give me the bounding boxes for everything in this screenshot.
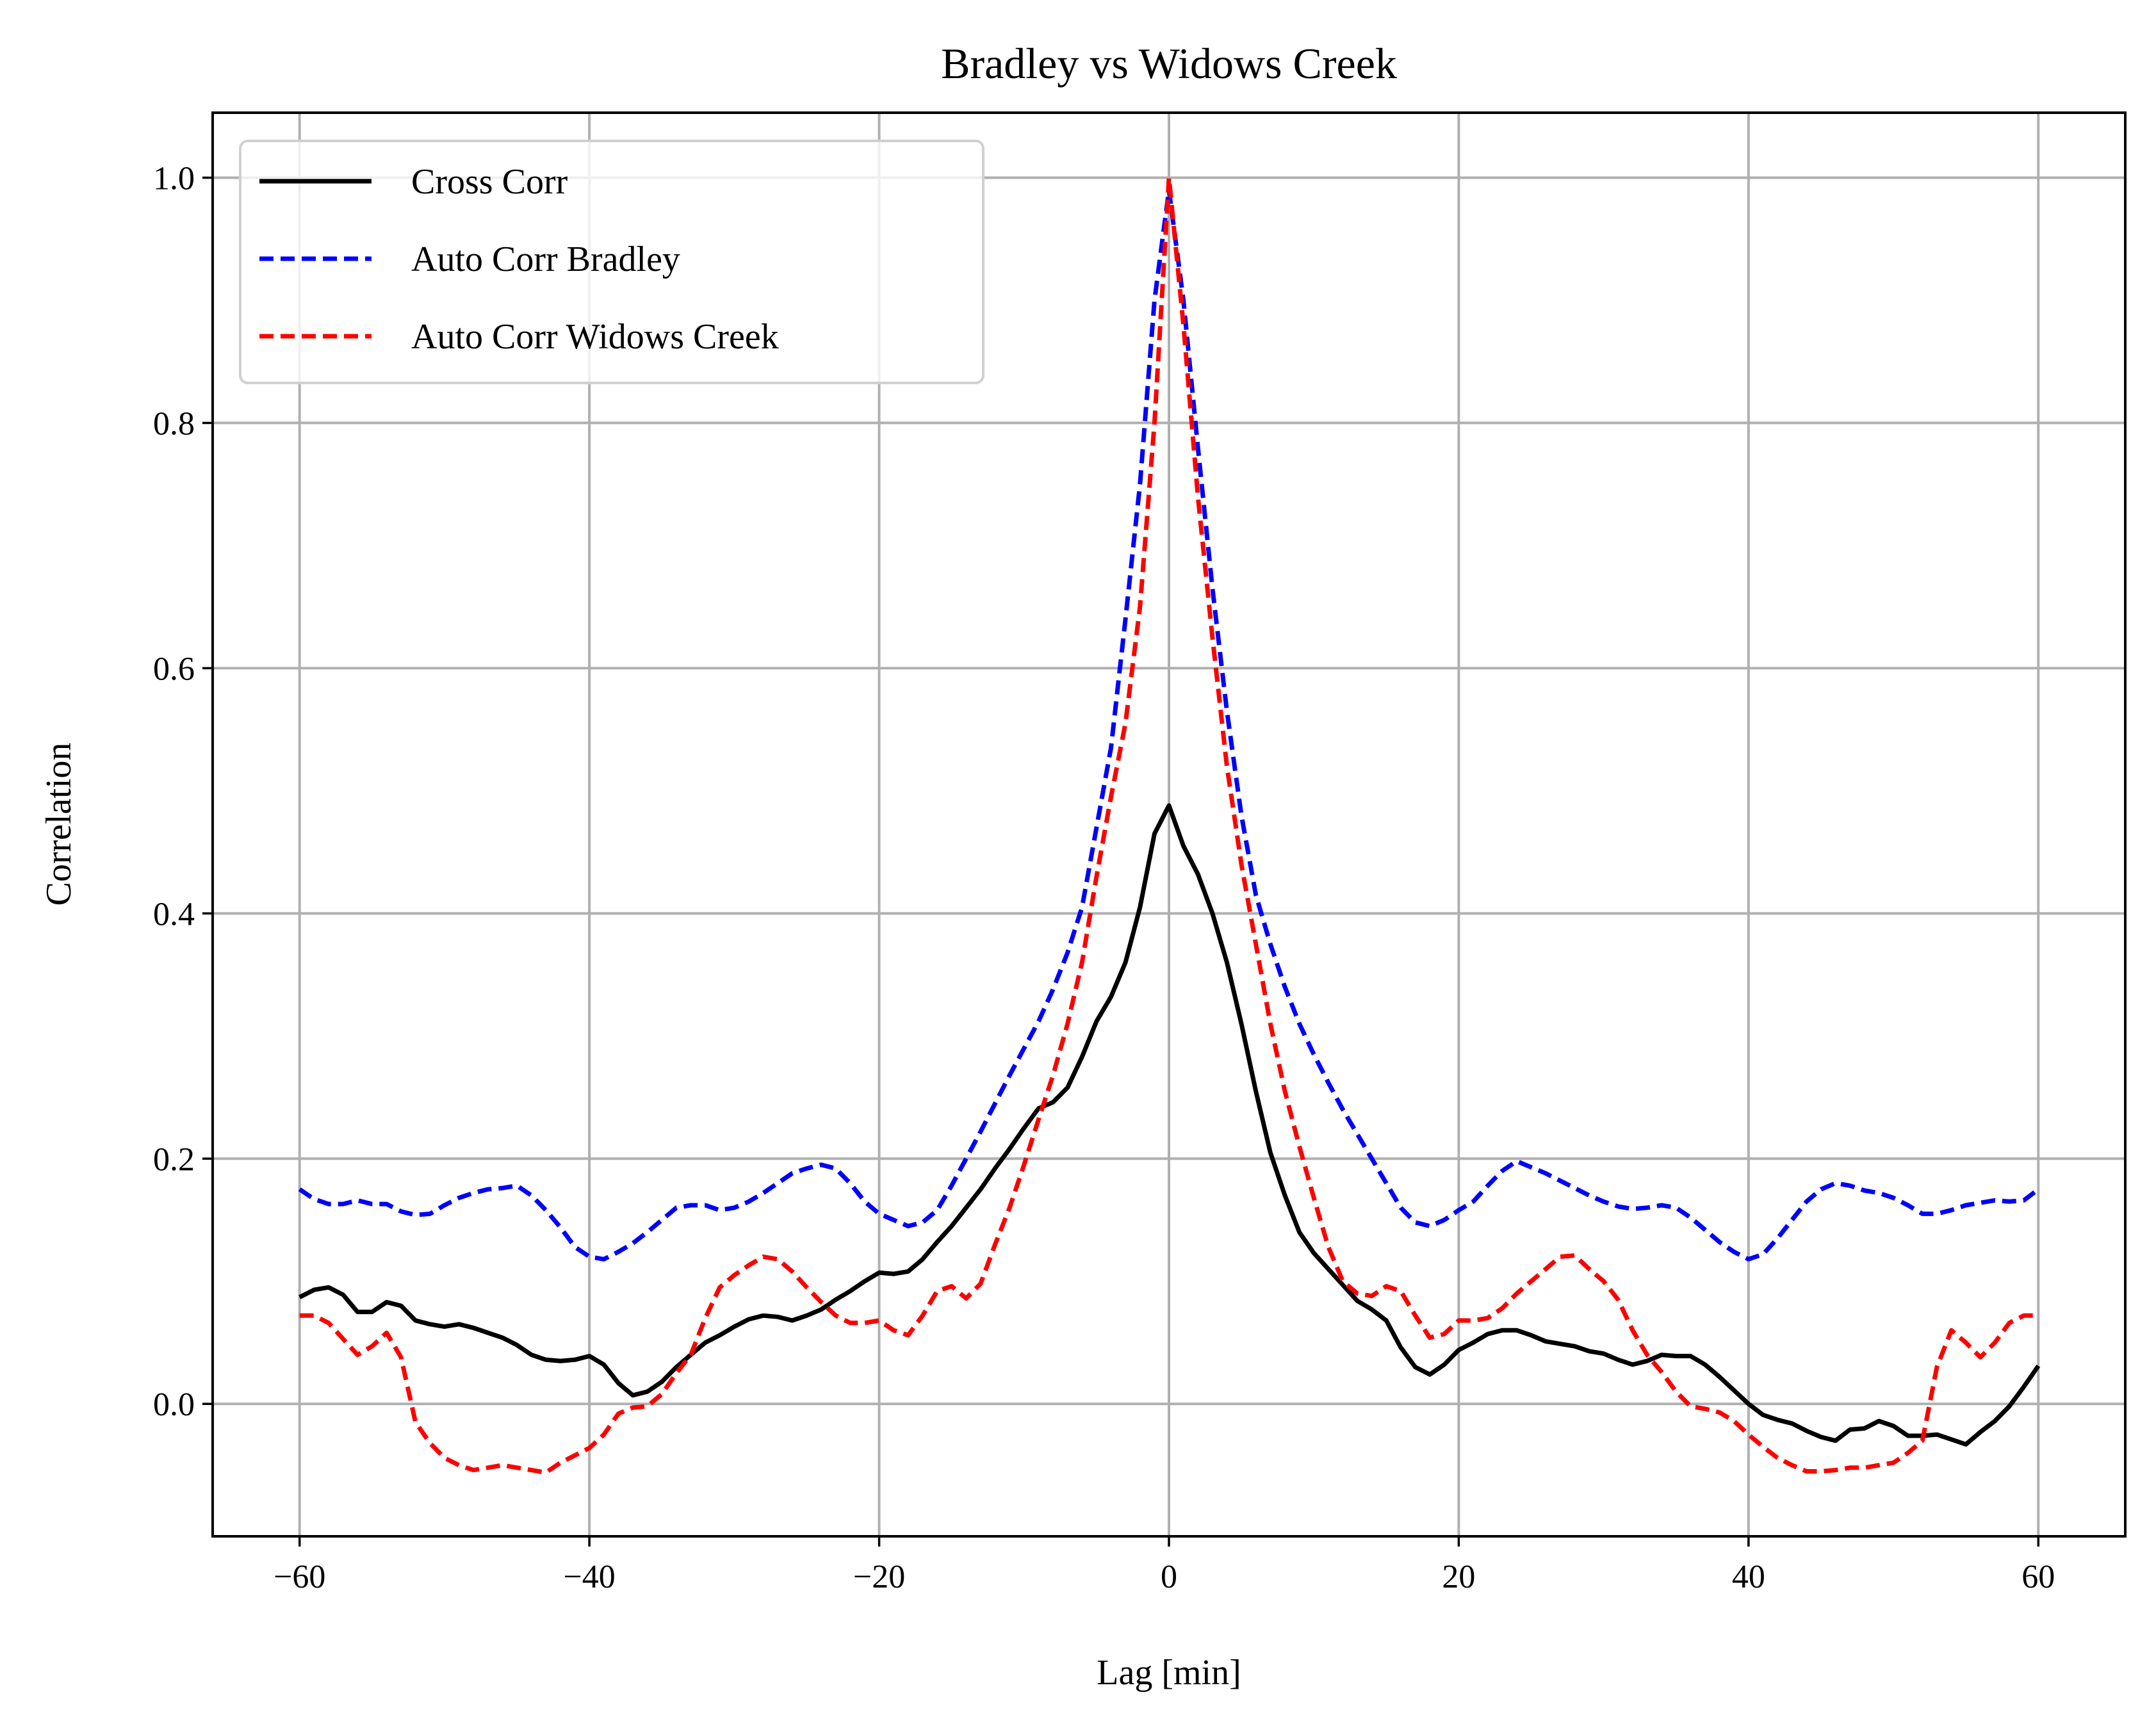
legend-label-2: Auto Corr Widows Creek: [411, 317, 779, 357]
y-tick-label: 0.0: [153, 1386, 195, 1423]
y-tick-label: 0.8: [153, 405, 195, 442]
x-tick-label: 60: [2021, 1559, 2055, 1595]
x-axis-label: Lag [min]: [1097, 1653, 1241, 1693]
series-line-0: [298, 803, 2041, 1447]
chart-title: Bradley vs Widows Creek: [941, 39, 1397, 88]
y-axis-label: Correlation: [39, 742, 79, 906]
y-tick-label: 0.6: [153, 651, 195, 687]
tick-layer: −60 −40 −20 0 20 40 60 0.0 0.2 0.4 0.6 0.8 1.0: [153, 160, 2055, 1595]
y-tick-label: 0.2: [153, 1141, 195, 1178]
series-line-2: [299, 175, 2039, 1475]
x-tick-label: −40: [563, 1559, 615, 1595]
series-layer: [298, 175, 2041, 1475]
legend-label-0: Cross Corr: [411, 162, 568, 202]
legend-entries: Cross Corr Auto Corr Bradley Auto Corr Wid…: [259, 162, 779, 357]
x-tick-label: 40: [1732, 1559, 1765, 1595]
legend: Cross Corr Auto Corr Bradley Auto Corr Wid…: [239, 140, 984, 384]
x-tick-label: −20: [853, 1559, 905, 1595]
x-tick-label: −60: [274, 1559, 325, 1595]
x-tick-label: 0: [1161, 1559, 1177, 1595]
legend-label-1: Auto Corr Bradley: [411, 240, 680, 279]
x-tick-label: 20: [1442, 1559, 1475, 1595]
y-tick-label: 1.0: [153, 160, 195, 197]
y-tick-label: 0.4: [153, 896, 195, 932]
legend-box: [239, 140, 984, 384]
